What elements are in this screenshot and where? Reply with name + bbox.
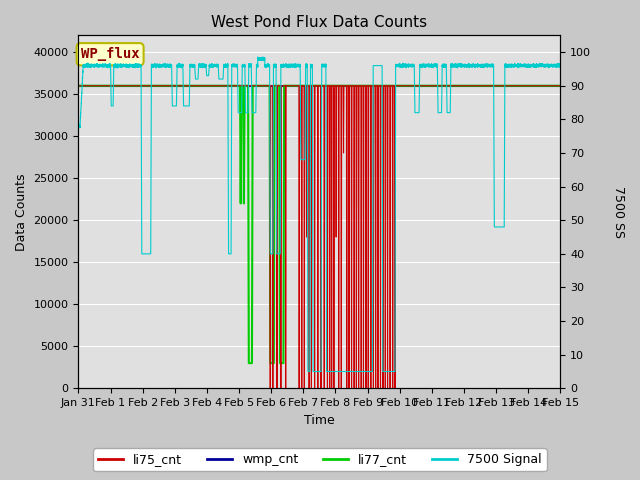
Legend: li75_cnt, wmp_cnt, li77_cnt, 7500 Signal: li75_cnt, wmp_cnt, li77_cnt, 7500 Signal <box>93 448 547 471</box>
Y-axis label: Data Counts: Data Counts <box>15 173 28 251</box>
Title: West Pond Flux Data Counts: West Pond Flux Data Counts <box>211 15 428 30</box>
X-axis label: Time: Time <box>304 414 335 427</box>
Text: WP_flux: WP_flux <box>81 47 140 61</box>
Y-axis label: 7500 SS: 7500 SS <box>612 186 625 238</box>
